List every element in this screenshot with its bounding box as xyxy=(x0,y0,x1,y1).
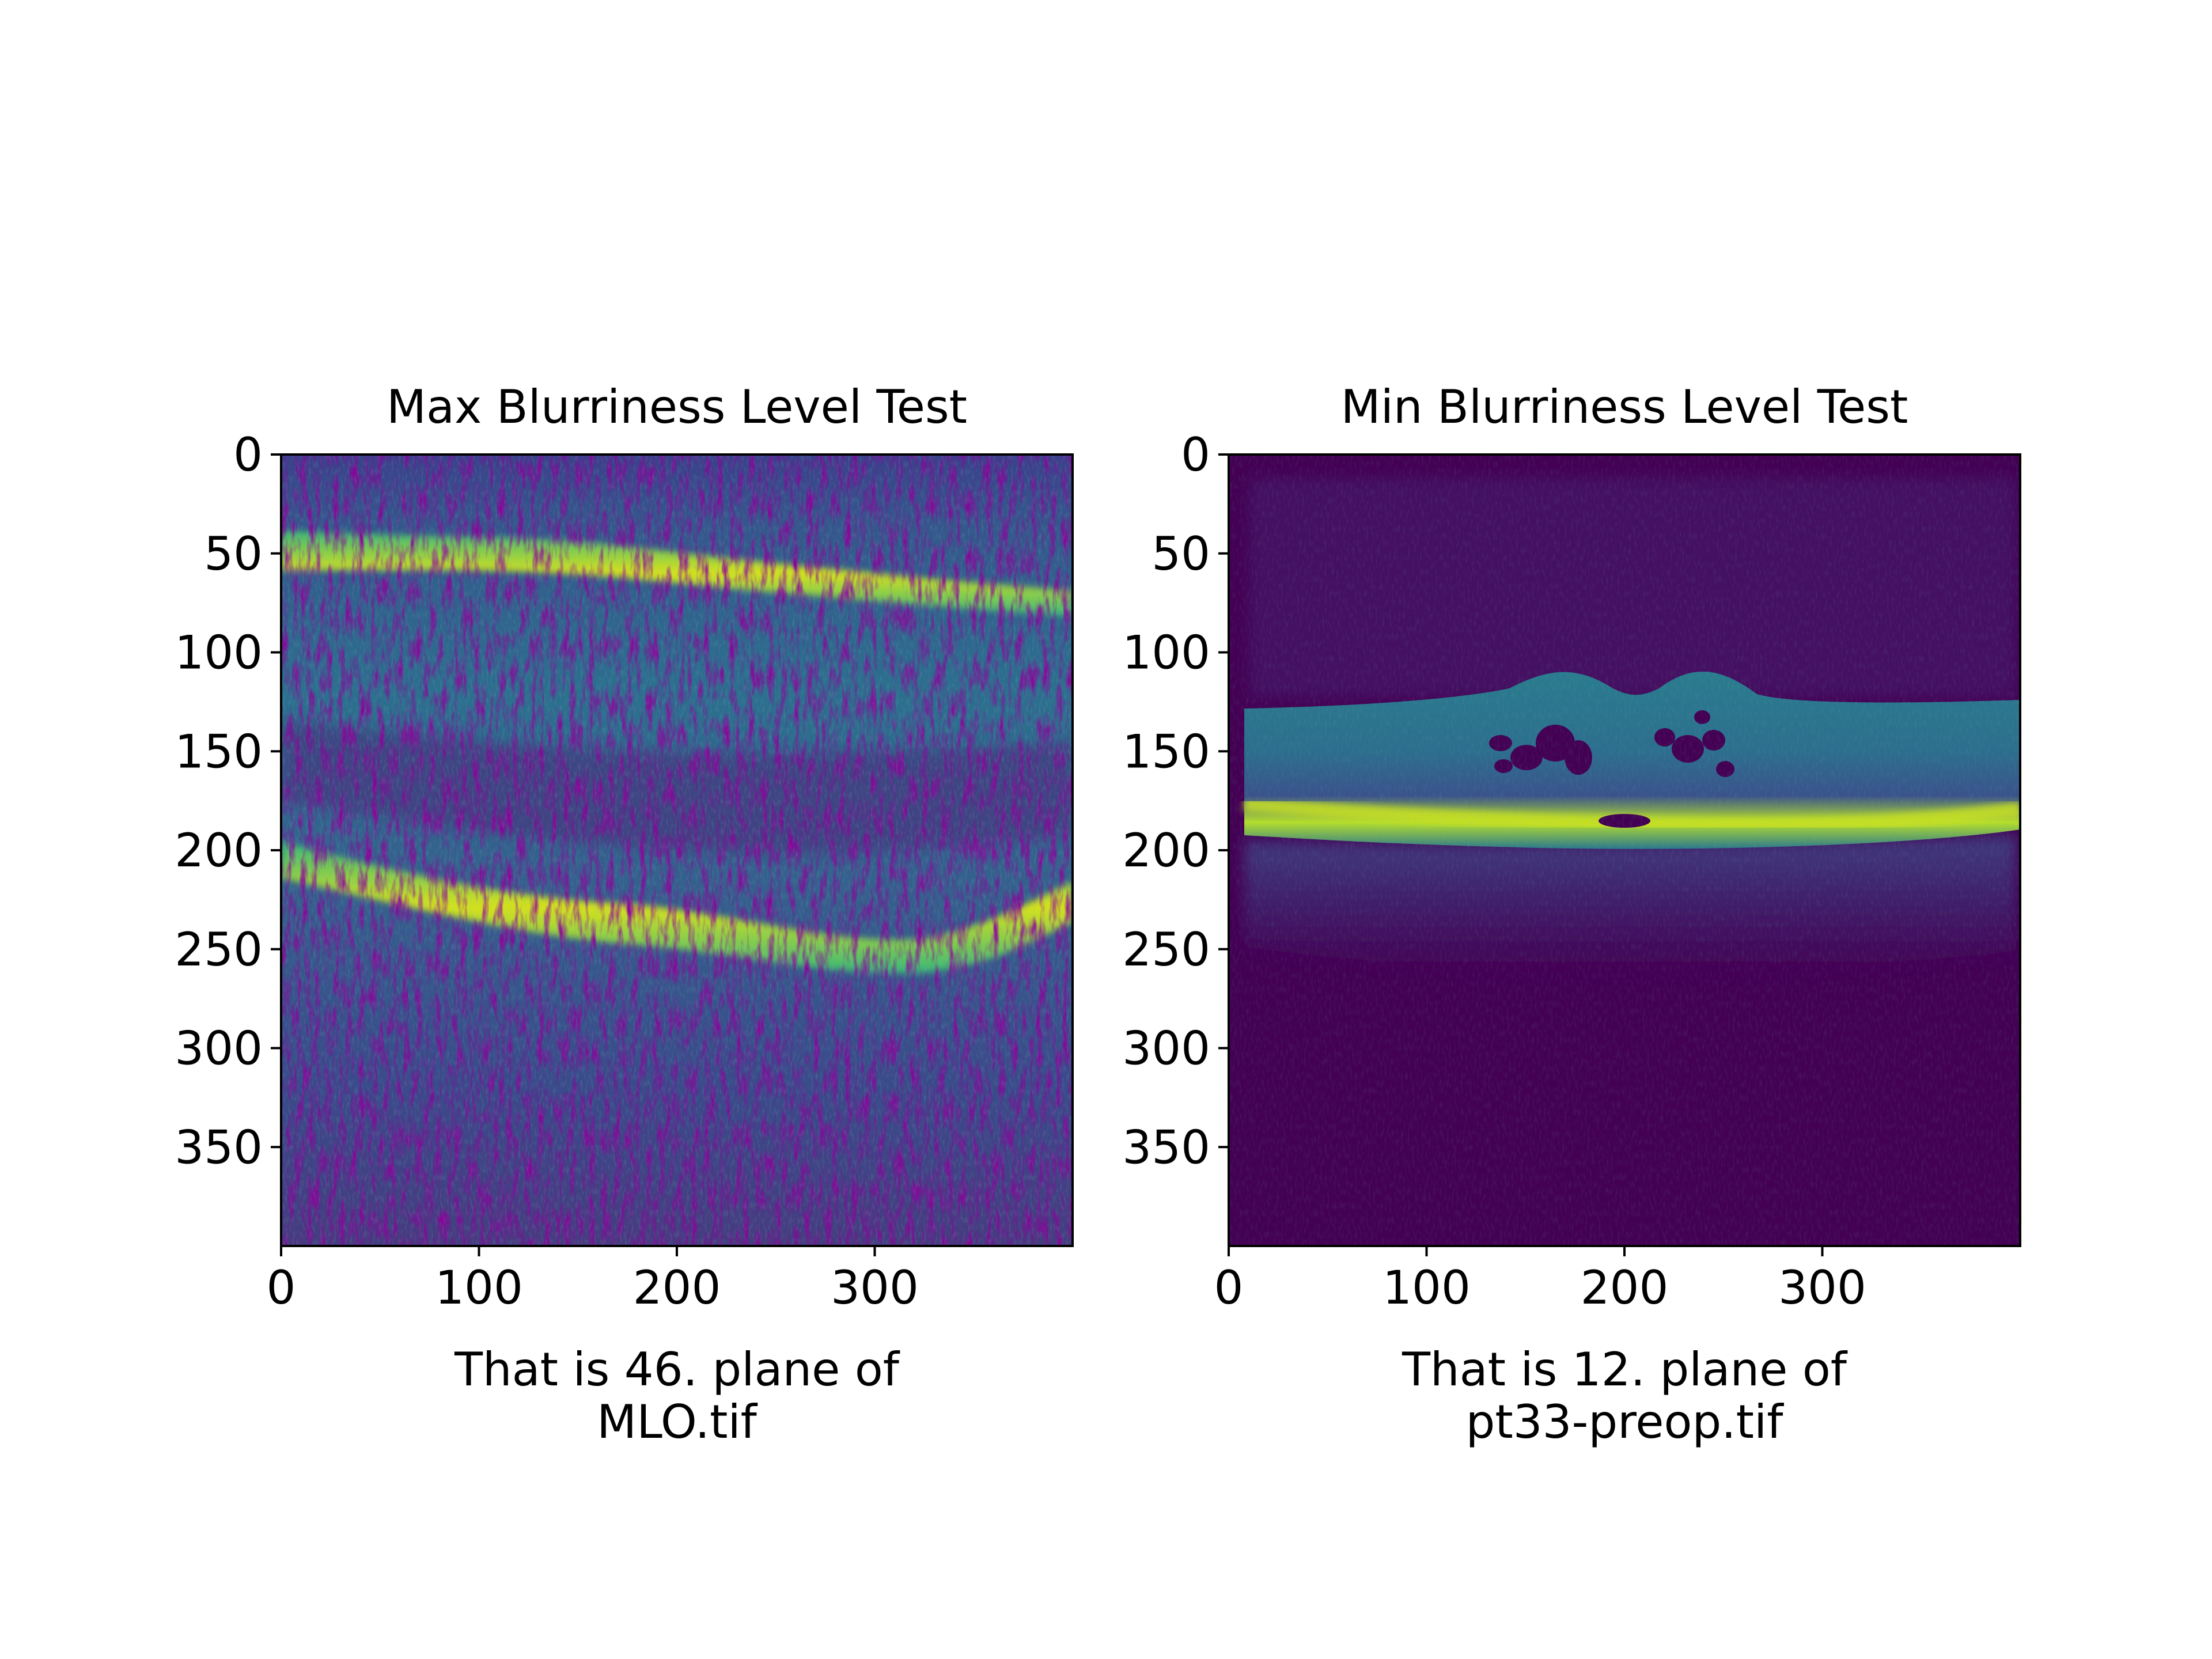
left-ytick-label: 300 xyxy=(175,1022,263,1075)
left-xtick-label: 300 xyxy=(831,1261,919,1315)
right-title: Min Blurriness Level Test xyxy=(1341,380,1908,434)
left-xtick-label: 0 xyxy=(267,1261,296,1315)
right-xtick-label: 0 xyxy=(1214,1261,1244,1315)
right-xtick-label: 300 xyxy=(1778,1261,1866,1315)
left-ytick-label: 200 xyxy=(175,824,263,877)
left-ticks: 0 100 200 300 0 50 100 150 200 250 300 350 xyxy=(175,428,919,1315)
left-image xyxy=(281,454,1073,1246)
left-xtick-label: 100 xyxy=(435,1261,523,1315)
right-xlabel-line2: pt33-preop.tif xyxy=(1466,1395,1785,1449)
right-ticks: 0 100 200 300 0 50 100 150 200 250 300 350 xyxy=(1122,428,1866,1315)
right-xlabel-line1: That is 12. plane of xyxy=(1402,1343,1848,1396)
right-panel: Min Blurriness Level Test xyxy=(1122,380,2021,1449)
right-ytick-label: 250 xyxy=(1122,923,1210,976)
left-panel: Max Blurriness Level Test 0 100 200 300 0 50 1… xyxy=(175,380,1074,1449)
left-title: Max Blurriness Level Test xyxy=(387,380,967,434)
right-image xyxy=(1229,454,2020,1246)
left-ytick-label: 0 xyxy=(233,428,263,482)
right-ytick-label: 200 xyxy=(1122,824,1210,877)
right-xtick-label: 200 xyxy=(1581,1261,1669,1315)
left-ytick-label: 250 xyxy=(175,923,263,976)
left-xlabel-line2: MLO.tif xyxy=(597,1395,757,1449)
right-ytick-label: 100 xyxy=(1122,626,1210,680)
left-xlabel-line1: That is 46. plane of xyxy=(454,1343,900,1396)
right-ytick-label: 300 xyxy=(1122,1022,1210,1075)
left-ytick-label: 350 xyxy=(175,1120,263,1174)
left-xtick-label: 200 xyxy=(633,1261,721,1315)
left-ytick-label: 100 xyxy=(175,626,263,680)
left-ytick-label: 150 xyxy=(175,725,263,778)
right-ytick-label: 350 xyxy=(1122,1120,1210,1174)
right-xtick-label: 100 xyxy=(1382,1261,1471,1315)
right-ytick-label: 150 xyxy=(1122,725,1210,778)
left-ytick-label: 50 xyxy=(204,527,263,581)
right-ytick-label: 50 xyxy=(1152,527,1210,581)
right-ytick-label: 0 xyxy=(1181,428,1210,482)
